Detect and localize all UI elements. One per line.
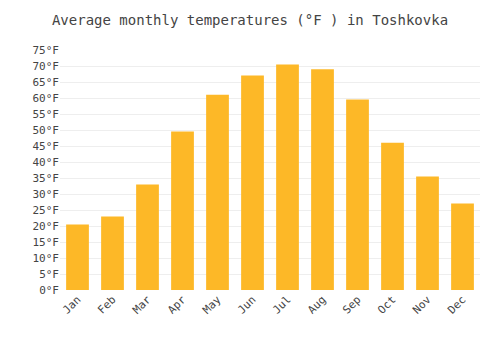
svg-text:Jan: Jan: [60, 293, 83, 316]
svg-text:Sep: Sep: [340, 293, 363, 316]
svg-text:25°F: 25°F: [33, 204, 60, 217]
svg-text:Aug: Aug: [305, 293, 328, 316]
svg-text:10°F: 10°F: [33, 252, 60, 265]
svg-text:50°F: 50°F: [33, 124, 60, 137]
svg-text:40°F: 40°F: [33, 156, 60, 169]
svg-text:0°F: 0°F: [39, 284, 59, 297]
svg-text:Nov: Nov: [410, 293, 434, 317]
svg-text:Apr: Apr: [165, 293, 189, 317]
svg-text:70°F: 70°F: [33, 60, 60, 73]
svg-text:45°F: 45°F: [33, 140, 60, 153]
svg-text:May: May: [200, 293, 224, 317]
svg-text:75°F: 75°F: [33, 44, 60, 57]
svg-text:Feb: Feb: [95, 293, 118, 316]
svg-text:15°F: 15°F: [33, 236, 60, 249]
svg-text:Mar: Mar: [130, 293, 154, 317]
svg-text:Oct: Oct: [375, 293, 398, 316]
svg-text:35°F: 35°F: [33, 172, 60, 185]
svg-text:65°F: 65°F: [33, 76, 60, 89]
svg-text:30°F: 30°F: [33, 188, 60, 201]
svg-text:5°F: 5°F: [39, 268, 59, 281]
svg-text:Jun: Jun: [235, 293, 258, 316]
svg-text:Jul: Jul: [270, 293, 293, 316]
svg-text:Average monthly temperatures (: Average monthly temperatures (°F ) in To…: [52, 12, 448, 28]
svg-text:55°F: 55°F: [33, 108, 60, 121]
svg-text:60°F: 60°F: [33, 92, 60, 105]
svg-text:Dec: Dec: [445, 293, 468, 316]
svg-text:20°F: 20°F: [33, 220, 60, 233]
